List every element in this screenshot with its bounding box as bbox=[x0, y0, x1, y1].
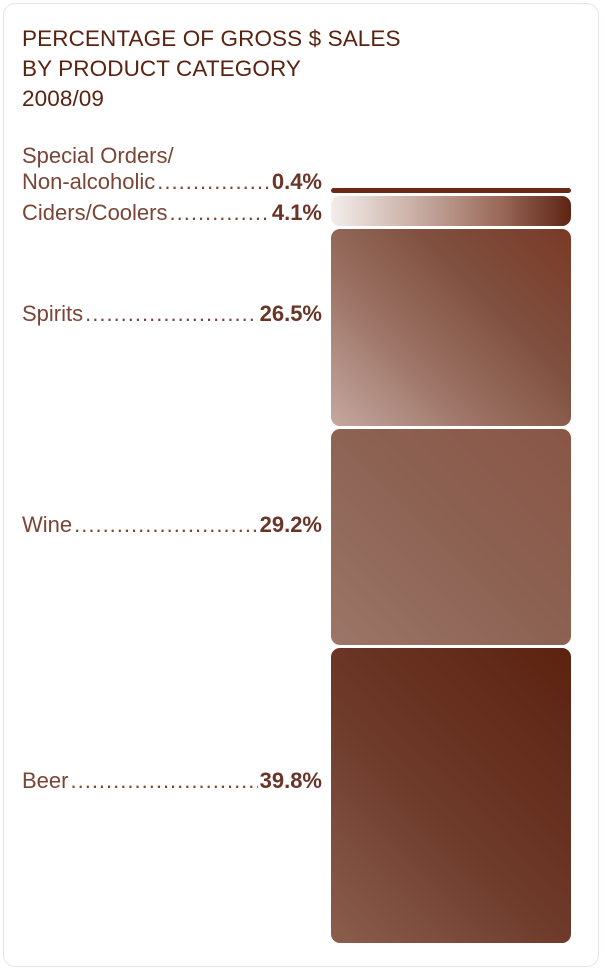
label-special-orders-line-2: Non-alcoholic bbox=[22, 169, 156, 194]
leader-dots bbox=[157, 169, 270, 195]
leader-dots bbox=[74, 512, 257, 538]
chart-title: PERCENTAGE OF GROSS $ SALES BY PRODUCT C… bbox=[22, 24, 401, 114]
bar-special-orders bbox=[331, 188, 571, 193]
label-spirits-name: Spirits bbox=[22, 301, 84, 326]
leader-dots bbox=[85, 301, 257, 327]
bar-beer bbox=[331, 648, 571, 943]
label-beer: Beer 39.8% bbox=[22, 768, 322, 794]
title-line-1: PERCENTAGE OF GROSS $ SALES bbox=[22, 26, 401, 51]
title-line-3: 2008/09 bbox=[22, 86, 105, 111]
bar-ciders-coolers bbox=[331, 196, 571, 227]
title-line-2: BY PRODUCT CATEGORY bbox=[22, 56, 302, 81]
value-label-ciders-coolers: 4.1% bbox=[271, 200, 322, 225]
value-label-wine: 29.2% bbox=[259, 512, 322, 537]
label-ciders-coolers: Ciders/Coolers 4.1% bbox=[22, 200, 322, 226]
label-special-orders: Special Orders/ Non-alcoholic 0.4% bbox=[22, 143, 322, 195]
leader-dots bbox=[70, 768, 257, 794]
leader-dots bbox=[170, 200, 270, 226]
label-ciders-coolers-name: Ciders/Coolers bbox=[22, 200, 168, 225]
label-wine: Wine 29.2% bbox=[22, 512, 322, 538]
bar-spirits bbox=[331, 229, 571, 426]
label-special-orders-line-1: Special Orders/ bbox=[22, 143, 174, 168]
label-spirits: Spirits 26.5% bbox=[22, 301, 322, 327]
value-label-beer: 39.8% bbox=[259, 768, 322, 793]
bar-wine bbox=[331, 428, 571, 646]
label-wine-name: Wine bbox=[22, 512, 73, 537]
label-beer-name: Beer bbox=[22, 768, 69, 793]
value-label-spirits: 26.5% bbox=[259, 301, 322, 326]
value-label-special-orders: 0.4% bbox=[271, 169, 322, 194]
